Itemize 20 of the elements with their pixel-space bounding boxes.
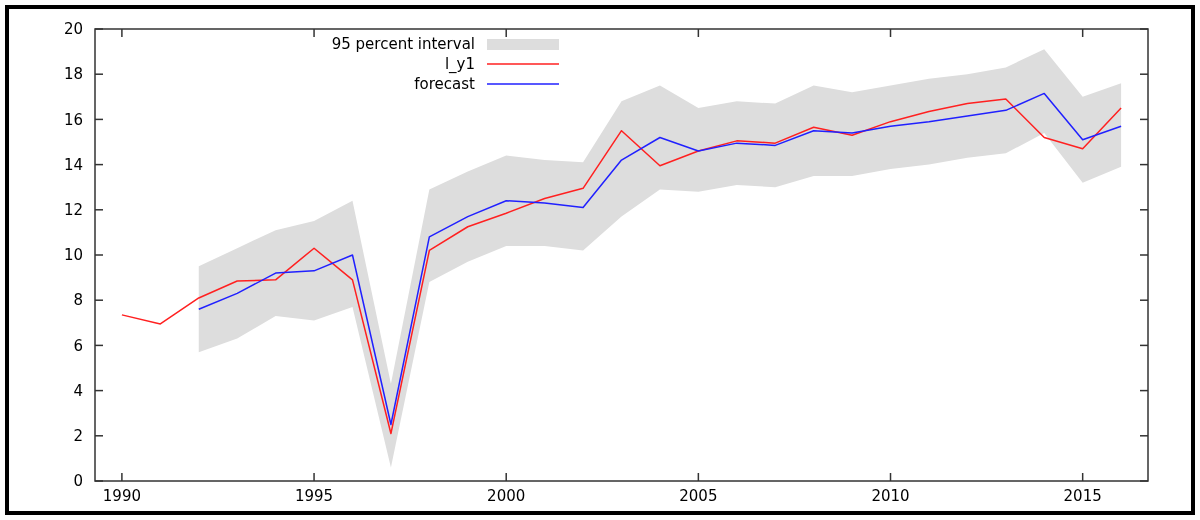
legend-label: forecast xyxy=(414,75,476,94)
y-tick-label: 18 xyxy=(63,65,83,84)
y-tick-label: 4 xyxy=(73,381,83,400)
x-tick-label: 2010 xyxy=(871,487,910,505)
x-tick-label: 2005 xyxy=(679,487,718,505)
x-tick-label: 1990 xyxy=(102,487,141,505)
x-tick-label: 2015 xyxy=(1063,487,1102,505)
y-tick-label: 16 xyxy=(63,110,83,129)
y-tick-label: 6 xyxy=(73,336,83,355)
x-tick-label: 1995 xyxy=(294,487,334,505)
y-tick-label: 20 xyxy=(63,20,83,39)
legend-label: l_y1 xyxy=(444,55,475,75)
y-tick-label: 12 xyxy=(63,201,83,220)
y-tick-label: 14 xyxy=(63,155,83,174)
x-tick-label: 2000 xyxy=(487,487,526,505)
y-tick-label: 8 xyxy=(73,291,83,310)
y-tick-label: 10 xyxy=(63,246,83,265)
legend-label: 95 percent interval xyxy=(331,35,475,54)
y-tick-label: 2 xyxy=(73,427,83,446)
y-tick-label: 0 xyxy=(73,472,83,491)
